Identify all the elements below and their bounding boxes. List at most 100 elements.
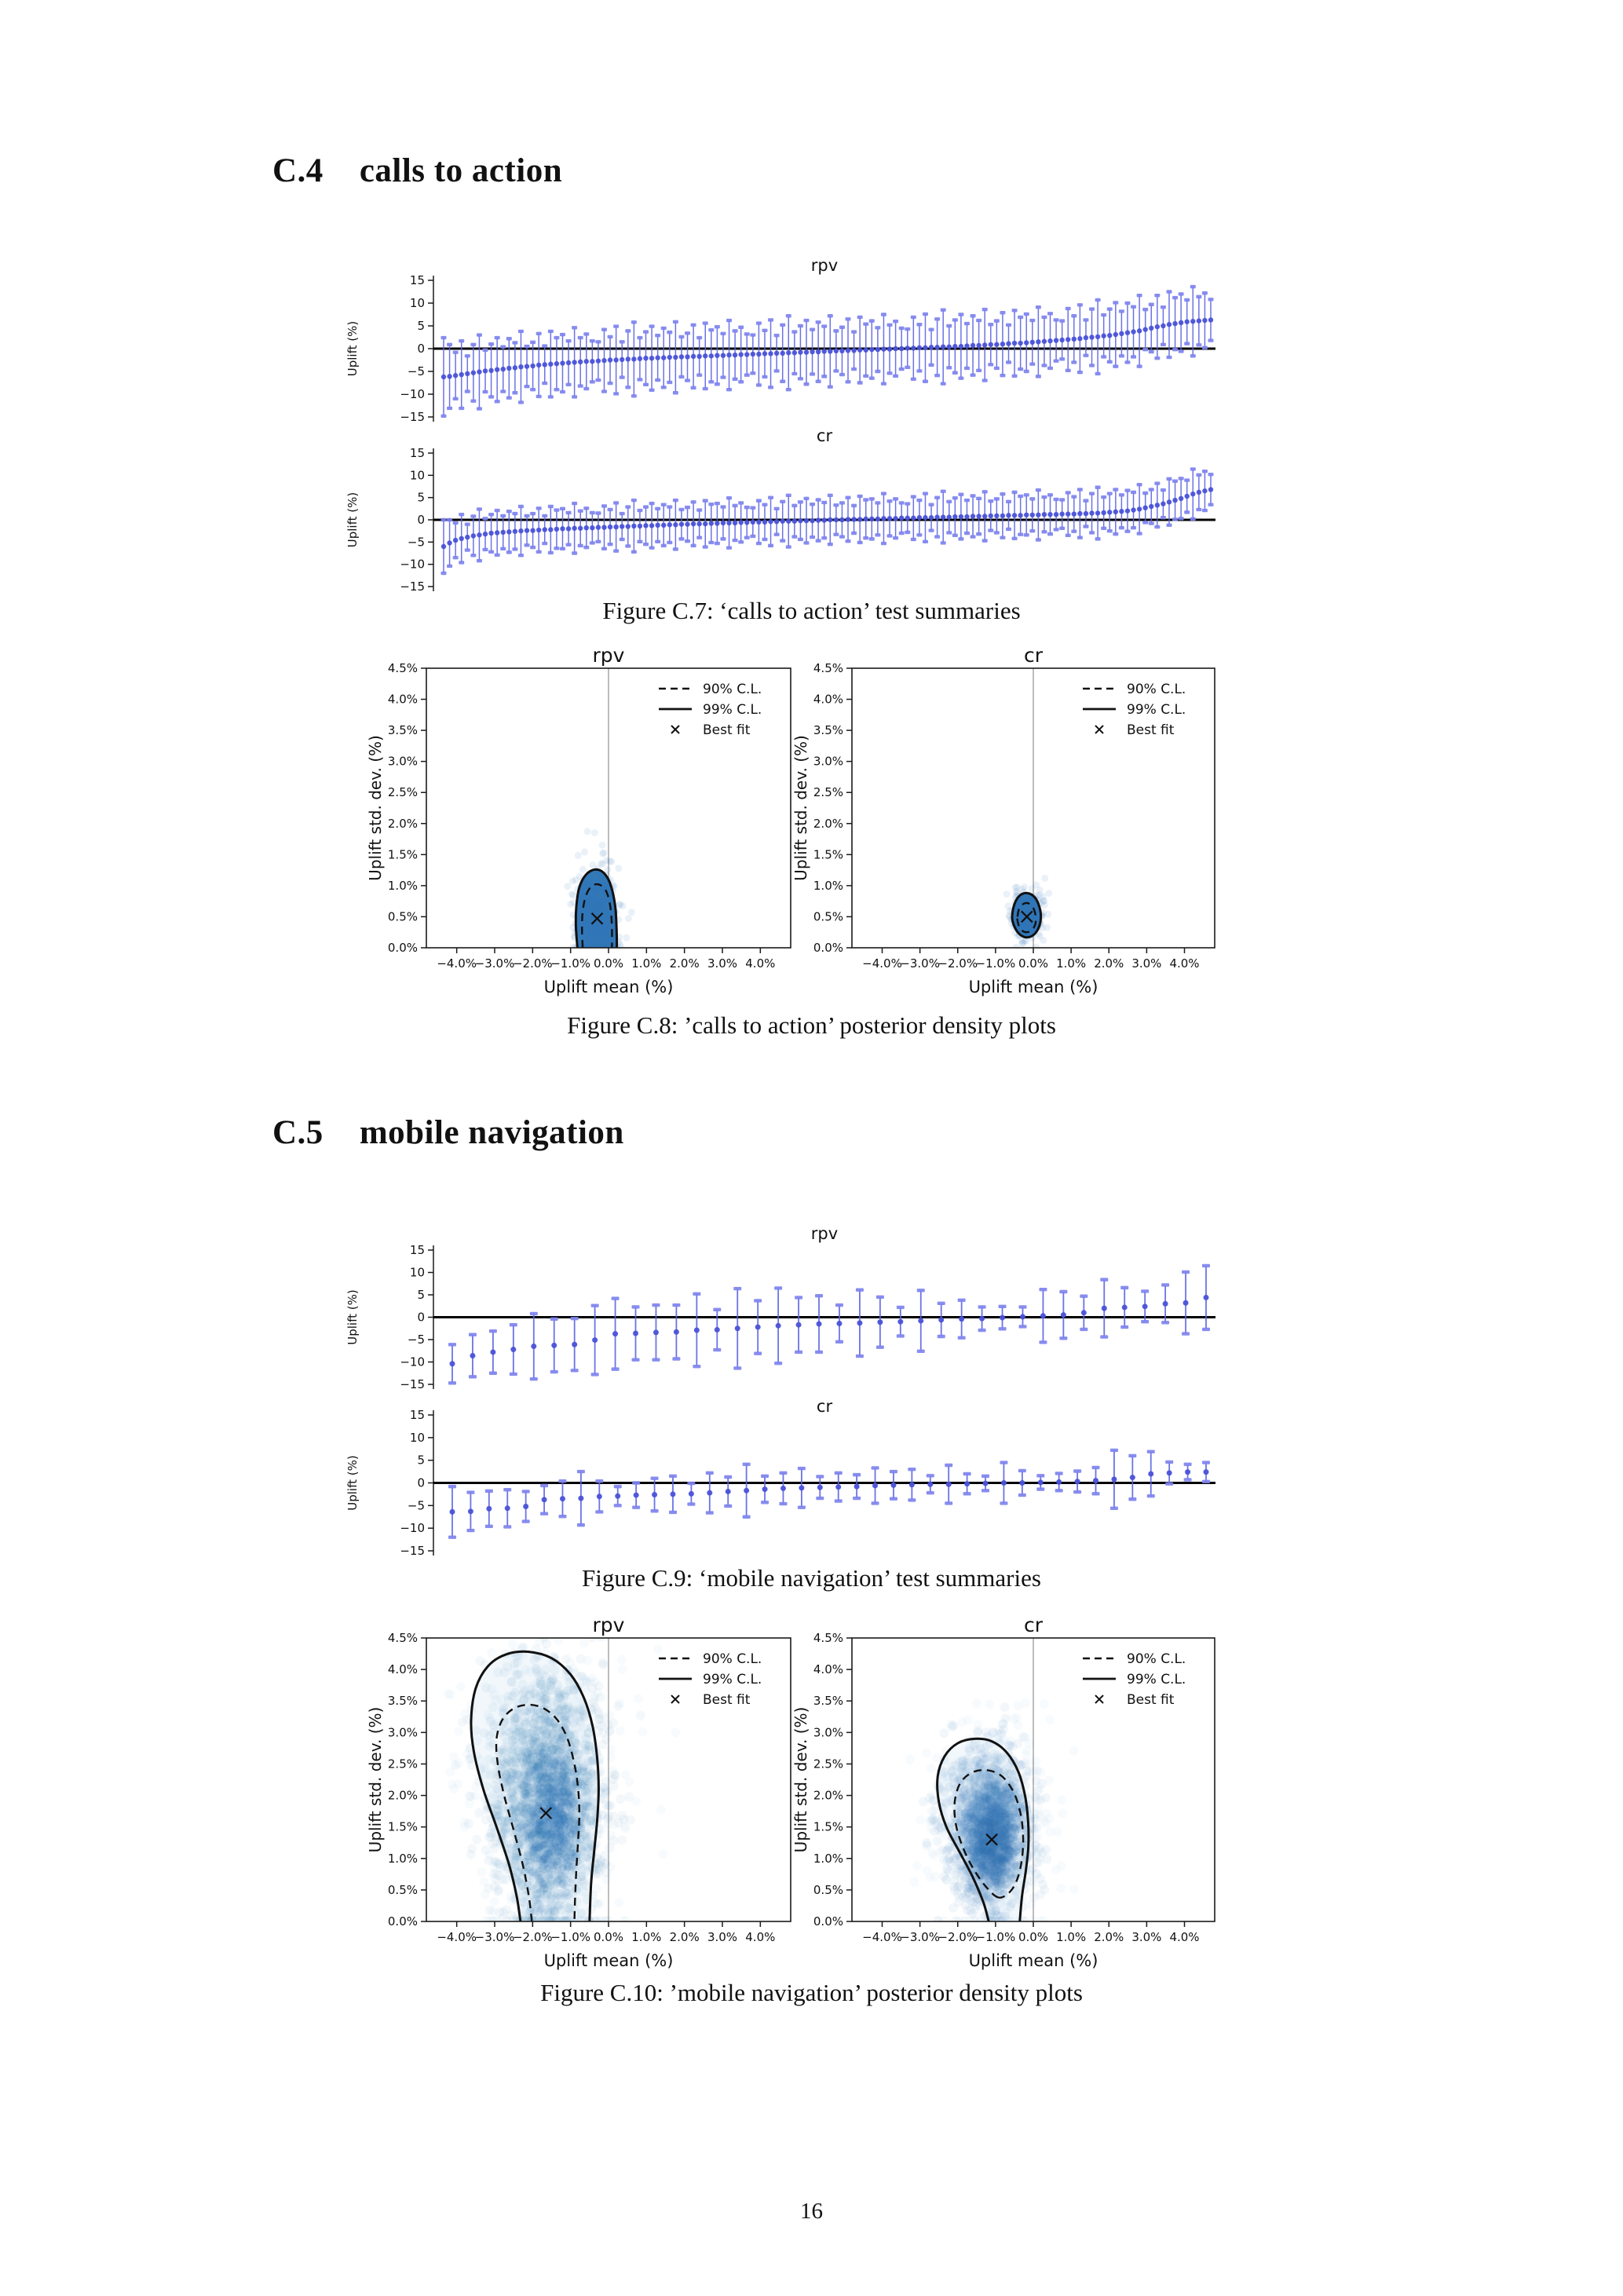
svg-text:2.0%: 2.0% xyxy=(1094,956,1124,971)
svg-text:0.0%: 0.0% xyxy=(813,941,843,955)
svg-text:3.5%: 3.5% xyxy=(813,723,843,737)
svg-text:2.0%: 2.0% xyxy=(813,817,843,831)
svg-text:3.5%: 3.5% xyxy=(388,723,418,737)
svg-text:3.0%: 3.0% xyxy=(707,956,737,971)
page-number: 16 xyxy=(800,2199,823,2224)
section-title: mobile navigation xyxy=(359,1114,624,1151)
section-number: C.5 xyxy=(272,1114,324,1151)
svg-text:−10: −10 xyxy=(400,1355,425,1369)
svg-text:Best fit: Best fit xyxy=(703,722,751,738)
svg-text:90% C.L.: 90% C.L. xyxy=(1127,682,1186,697)
figure-c10-posterior-density-plot: rpv−4.0%−3.0%−2.0%−1.0% 0.0% 1.0% 2.0% 3.0% 4… xyxy=(366,1614,1215,1970)
svg-text:0.5%: 0.5% xyxy=(813,909,843,923)
svg-text:4.5%: 4.5% xyxy=(813,661,843,675)
svg-text:−15: −15 xyxy=(400,579,425,594)
svg-text:4.0%: 4.0% xyxy=(745,956,775,971)
figure-c9-test-summaries-plot: rpv Uplift (%) 15 10 5 0 −5 −10 −15 cr Uplift (%) 1… xyxy=(345,1224,1215,1558)
svg-text:0: 0 xyxy=(417,342,425,356)
figure-c8-caption: Figure C.8: ’calls to action’ posterior … xyxy=(567,1011,1056,1039)
svg-text:−5: −5 xyxy=(408,1333,425,1347)
svg-text:10: 10 xyxy=(410,1266,425,1280)
svg-text:4.0%: 4.0% xyxy=(388,693,418,707)
figure-c7-caption: Figure C.7: ‘calls to action’ test summa… xyxy=(602,597,1021,624)
svg-text:4.0%: 4.0% xyxy=(813,693,843,707)
svg-text:15: 15 xyxy=(410,273,425,287)
svg-text:rpv: rpv xyxy=(593,644,625,667)
svg-text:−1.0%: −1.0% xyxy=(976,956,1016,971)
svg-text:Uplift (%): Uplift (%) xyxy=(345,1289,360,1344)
svg-text:5: 5 xyxy=(417,1453,425,1468)
svg-text:2.0%: 2.0% xyxy=(670,956,700,971)
svg-text:2.5%: 2.5% xyxy=(813,785,843,799)
svg-text:3.0%: 3.0% xyxy=(1131,956,1161,971)
svg-text:99% C.L.: 99% C.L. xyxy=(1127,702,1186,718)
svg-text:−15: −15 xyxy=(400,410,425,424)
svg-text:3.0%: 3.0% xyxy=(388,755,418,769)
svg-text:rpv: rpv xyxy=(811,1224,838,1243)
svg-text:Uplift mean (%): Uplift mean (%) xyxy=(969,978,1098,996)
section-heading-c5: C.5 mobile navigation xyxy=(272,1113,624,1152)
svg-text:4.0%: 4.0% xyxy=(1169,956,1199,971)
svg-text:Uplift (%): Uplift (%) xyxy=(345,321,360,376)
svg-text:−5: −5 xyxy=(408,535,425,549)
svg-text:0.0%: 0.0% xyxy=(1018,956,1048,971)
svg-text:99% C.L.: 99% C.L. xyxy=(703,702,762,718)
svg-text:1.0%: 1.0% xyxy=(631,956,661,971)
svg-text:−15: −15 xyxy=(400,1544,425,1558)
svg-text:1.5%: 1.5% xyxy=(388,847,418,861)
svg-text:0: 0 xyxy=(417,1311,425,1325)
svg-text:90% C.L.: 90% C.L. xyxy=(703,682,762,697)
figure-c7-test-summaries-plot: rpv Uplift (%) 15 10 5 0 −5 −10 −15 cr Uplift (%) 1… xyxy=(345,256,1215,594)
svg-text:−5: −5 xyxy=(408,364,425,378)
section-title: calls to action xyxy=(359,152,563,189)
svg-text:2.5%: 2.5% xyxy=(388,785,418,799)
svg-text:cr: cr xyxy=(1024,644,1044,667)
svg-text:−4.0%: −4.0% xyxy=(862,956,902,971)
svg-text:15: 15 xyxy=(410,446,425,460)
svg-text:0.5%: 0.5% xyxy=(388,909,418,923)
svg-text:15: 15 xyxy=(410,1243,425,1257)
svg-text:−5: −5 xyxy=(408,1498,425,1512)
svg-text:10: 10 xyxy=(410,1431,425,1445)
svg-text:cr: cr xyxy=(817,1397,833,1416)
svg-text:−2.0%: −2.0% xyxy=(938,956,978,971)
figure-c10-caption: Figure C.10: ’mobile navigation’ posteri… xyxy=(540,1979,1083,2006)
svg-text:Uplift mean (%): Uplift mean (%) xyxy=(544,978,674,996)
svg-text:1.0%: 1.0% xyxy=(813,879,843,893)
svg-text:10: 10 xyxy=(410,296,425,310)
svg-text:15: 15 xyxy=(410,1408,425,1422)
svg-text:1.0%: 1.0% xyxy=(388,879,418,893)
svg-text:0.0%: 0.0% xyxy=(594,956,623,971)
svg-text:−1.0%: −1.0% xyxy=(550,956,590,971)
figure-c9-caption: Figure C.9: ‘mobile navigation’ test sum… xyxy=(582,1564,1041,1592)
svg-text:−3.0%: −3.0% xyxy=(900,956,940,971)
svg-text:−2.0%: −2.0% xyxy=(513,956,553,971)
svg-text:Uplift std. dev. (%): Uplift std. dev. (%) xyxy=(791,735,810,881)
svg-text:rpv: rpv xyxy=(593,1614,625,1636)
svg-text:10: 10 xyxy=(410,468,425,482)
svg-text:0: 0 xyxy=(417,513,425,527)
svg-text:5: 5 xyxy=(417,319,425,333)
svg-text:−10: −10 xyxy=(400,1521,425,1535)
svg-text:Uplift (%): Uplift (%) xyxy=(345,492,360,547)
svg-text:5: 5 xyxy=(417,491,425,505)
section-number: C.4 xyxy=(272,152,324,189)
svg-text:Uplift std. dev. (%): Uplift std. dev. (%) xyxy=(366,735,385,881)
svg-text:−15: −15 xyxy=(400,1377,425,1391)
figure-c8-posterior-density-plot: rpv−4.0%−3.0%−2.0%−1.0% 0.0% 1.0% 2.0% 3.0% 4… xyxy=(366,644,1215,996)
svg-text:1.0%: 1.0% xyxy=(1056,956,1086,971)
svg-text:−3.0%: −3.0% xyxy=(475,956,515,971)
svg-text:Best fit: Best fit xyxy=(1127,722,1175,738)
section-heading-c4: C.4 calls to action xyxy=(272,152,562,190)
svg-text:Uplift (%): Uplift (%) xyxy=(345,1455,360,1510)
svg-text:2.0%: 2.0% xyxy=(388,817,418,831)
svg-text:1.5%: 1.5% xyxy=(813,847,843,861)
svg-text:rpv: rpv xyxy=(811,256,838,275)
svg-text:5: 5 xyxy=(417,1288,425,1302)
svg-text:4.5%: 4.5% xyxy=(388,661,418,675)
svg-text:3.0%: 3.0% xyxy=(813,755,843,769)
svg-text:−4.0%: −4.0% xyxy=(437,956,477,971)
svg-text:0: 0 xyxy=(417,1476,425,1490)
svg-text:cr: cr xyxy=(817,426,833,445)
